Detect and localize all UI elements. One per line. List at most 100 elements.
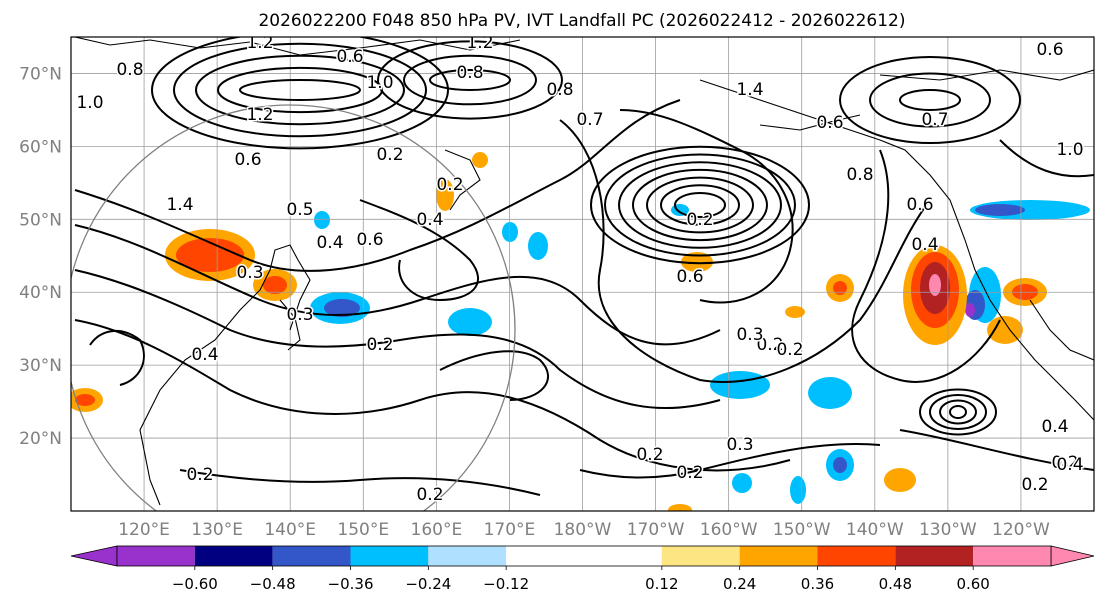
pv-contour-line	[939, 399, 977, 425]
contour-label: 0.2	[676, 463, 703, 483]
pv-contour-line	[899, 89, 961, 111]
contour-label: 0.3	[236, 263, 263, 283]
contour-label: 0.2	[686, 210, 713, 230]
contour-label: 0.6	[816, 113, 843, 133]
contour-label: 0.5	[286, 200, 313, 220]
longitude-labels: 120°E 130°E 140°E 150°E 160°E 170°E 180°W 170°W…	[118, 520, 1050, 540]
contour-label: 0.6	[356, 230, 383, 250]
lon-tick-label: 140°W	[846, 520, 904, 540]
pv-contour-line	[429, 69, 511, 91]
pv-contour-line	[619, 109, 794, 304]
contour-label: 0.2	[416, 485, 443, 505]
shaded-anomaly	[324, 299, 360, 317]
pv-contour-line	[949, 405, 967, 419]
lat-tick-label: 50°N	[19, 210, 62, 230]
colorbar: −0.60 −0.48 −0.36 −0.24 −0.12 0.12 0.24 0.36 0.4…	[70, 545, 1095, 593]
lon-tick-label: 150°E	[337, 520, 389, 540]
lat-tick-label: 70°N	[19, 64, 62, 84]
map-panel: 1.41.21.00.80.60.40.20.60.50.40.30.20.30…	[70, 33, 1095, 512]
coastline	[699, 79, 1094, 421]
coastline	[879, 69, 1094, 81]
contour-label: 0.4	[1041, 417, 1068, 437]
coastline	[444, 149, 481, 211]
contour-label: 0.2	[186, 465, 213, 485]
pv-contour-line	[559, 119, 931, 383]
colorbar-segment	[506, 546, 662, 566]
pv-contour-line	[377, 40, 563, 120]
colorbar-tick-label: 0.48	[879, 575, 912, 593]
lon-tick-label: 160°W	[700, 520, 758, 540]
colorbar-segment	[661, 546, 740, 566]
colorbar-frame	[116, 545, 1052, 567]
contour-label: 1.0	[76, 93, 103, 113]
lon-tick-label: 120°W	[992, 520, 1050, 540]
pv-contour-line	[403, 54, 537, 106]
pv-contour-line	[74, 319, 791, 472]
contour-label: 1.4	[736, 80, 763, 100]
pv-contour-line	[579, 443, 881, 479]
coastlines	[74, 37, 1094, 506]
contour-label: 0.8	[846, 165, 873, 185]
contour-label: 0.2	[756, 335, 783, 355]
colorbar-segment	[272, 546, 351, 566]
pv-contours	[74, 37, 1094, 496]
pv-contour-line	[839, 56, 1021, 144]
shaded-anomaly	[790, 476, 806, 504]
pv-contour-line	[590, 145, 810, 265]
contour-label: 0.4	[416, 210, 443, 230]
shaded-anomaly	[833, 281, 847, 295]
shaded-anomaly	[833, 457, 847, 473]
pv-contour-line	[439, 350, 550, 401]
shaded-anomaly	[929, 274, 941, 296]
colorbar-tick-label: −0.12	[483, 575, 529, 593]
contour-label: 0.4	[191, 345, 218, 365]
contour-label: 1.2	[246, 33, 273, 53]
shaded-anomaly	[75, 394, 95, 406]
contour-label: 0.2	[436, 175, 463, 195]
colorbar-segment	[895, 546, 974, 566]
colorbar-segment	[973, 546, 1051, 566]
shaded-anomaly	[710, 371, 770, 399]
lon-tick-label: 170°E	[484, 520, 536, 540]
pv-contour-line	[195, 54, 405, 126]
contour-label: 0.4	[316, 233, 343, 253]
colorbar-tick-label: −0.48	[250, 575, 296, 593]
lon-tick-label: 170°W	[627, 520, 685, 540]
pv-contour-line	[151, 37, 449, 150]
shaded-anomaly	[314, 211, 330, 229]
contour-label: 0.6	[336, 47, 363, 67]
pv-contour-line	[869, 72, 991, 128]
pv-contour-line	[851, 149, 1001, 383]
lat-tick-label: 30°N	[19, 356, 62, 376]
colorbar-tick-label: −0.36	[328, 575, 374, 593]
contour-label: 0.2	[1021, 475, 1048, 495]
contour-label: 0.8	[456, 63, 483, 83]
pv-contour-line	[999, 139, 1094, 178]
coastline	[1029, 299, 1094, 361]
lon-tick-label: 150°W	[773, 520, 831, 540]
colorbar-segment	[194, 546, 273, 566]
contour-label: 0.6	[906, 195, 933, 215]
figure-title: 2026022200 F048 850 hPa PV, IVT Landfall…	[258, 11, 905, 31]
shaded-anomaly	[987, 316, 1023, 344]
shaded-anomaly	[884, 468, 916, 492]
lat-tick-label: 60°N	[19, 137, 62, 157]
colorbar-tick-label: 0.60	[956, 575, 989, 593]
lon-tick-label: 140°E	[264, 520, 316, 540]
contour-label: 1.4	[166, 195, 193, 215]
contour-label: 0.8	[546, 80, 573, 100]
colorbar-segment	[739, 546, 818, 566]
contour-label: 0.4	[911, 235, 938, 255]
contour-labels: 1.41.21.00.80.60.40.20.60.50.40.30.20.30…	[75, 33, 1085, 507]
contour-label: 1.0	[366, 73, 393, 93]
contour-label: 1.2	[246, 105, 273, 125]
pv-contour-line	[239, 79, 361, 101]
pv-contour-line	[660, 184, 740, 226]
shaded-anomaly	[681, 252, 713, 272]
colorbar-tick-label: −0.24	[405, 575, 451, 593]
pv-contour-line	[632, 168, 768, 242]
shaded-anomaly	[528, 232, 548, 260]
pv-contour-line	[89, 330, 145, 386]
contour-label: 0.6	[234, 150, 261, 170]
lon-tick-label: 180°W	[554, 520, 612, 540]
